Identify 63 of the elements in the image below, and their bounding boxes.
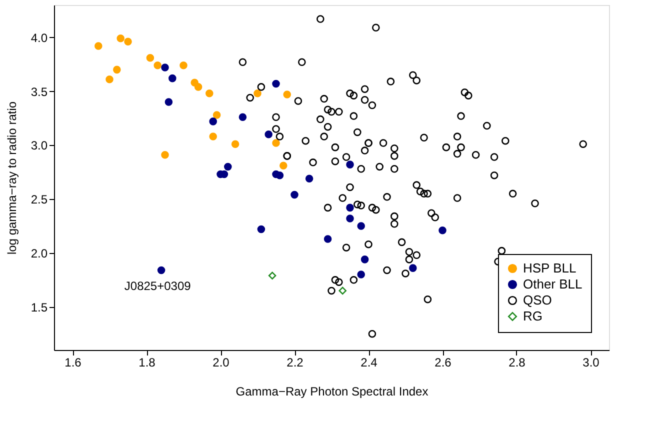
- point: [212, 111, 221, 119]
- point: [116, 34, 124, 42]
- point: [164, 98, 173, 106]
- point: [346, 204, 354, 212]
- x-tick-label: 1.8: [138, 356, 156, 370]
- point: [161, 150, 169, 159]
- point: [324, 235, 332, 243]
- y-tick-label: 1.5: [30, 300, 48, 314]
- x-axis-title: Gamma−Ray Photon Spectral Index: [236, 384, 428, 398]
- x-tick-label: 2.2: [286, 356, 304, 370]
- legend-label: QSO: [523, 292, 552, 308]
- point: [238, 113, 247, 122]
- point: [272, 80, 280, 88]
- x-tick-label: 2.4: [360, 356, 378, 370]
- point: [438, 226, 446, 234]
- point: [338, 286, 346, 295]
- point: [106, 76, 114, 84]
- point: [268, 272, 276, 280]
- point: [168, 74, 176, 82]
- point: [146, 54, 154, 62]
- point: [346, 160, 354, 168]
- y-tick-label: 3.0: [30, 138, 48, 153]
- point: [409, 264, 417, 272]
- legend-label: HSP BLL: [523, 260, 576, 276]
- annotation: J0825+0309: [124, 279, 192, 294]
- point: [206, 90, 214, 98]
- point: [257, 225, 266, 234]
- point: [209, 118, 217, 126]
- legend-label: RG: [523, 308, 542, 324]
- point: [124, 38, 132, 46]
- point: [231, 140, 240, 148]
- point: [254, 90, 262, 98]
- point: [272, 139, 280, 147]
- x-tick-label: 1.6: [64, 356, 82, 370]
- y-tick-label: 4.0: [30, 30, 48, 45]
- point: [180, 61, 188, 70]
- point: [280, 162, 288, 170]
- x-tick-label: 2.0: [212, 356, 230, 370]
- y-tick-label: 2.0: [30, 246, 48, 260]
- point: [357, 222, 365, 230]
- point: [357, 270, 365, 278]
- point: [264, 130, 272, 138]
- y-axis-title: log gamma−ray to radio ratio: [4, 101, 19, 255]
- x-tick-label: 2.6: [434, 356, 452, 370]
- point: [194, 83, 202, 91]
- x-tick-label: 2.8: [508, 356, 526, 370]
- x-tick-label: 3.0: [582, 356, 600, 370]
- point: [113, 66, 121, 74]
- legend-label: Other BLL: [523, 276, 582, 292]
- point: [276, 171, 284, 180]
- point: [157, 266, 166, 274]
- point: [360, 256, 369, 264]
- point: [154, 61, 162, 70]
- point: [305, 174, 314, 182]
- point: [161, 64, 169, 72]
- point: [290, 190, 298, 199]
- y-tick-label: 3.5: [30, 84, 48, 99]
- point: [224, 162, 232, 171]
- point: [94, 42, 102, 50]
- point: [283, 90, 291, 98]
- y-tick-label: 2.5: [30, 192, 48, 207]
- point: [209, 132, 217, 140]
- point: [346, 214, 354, 222]
